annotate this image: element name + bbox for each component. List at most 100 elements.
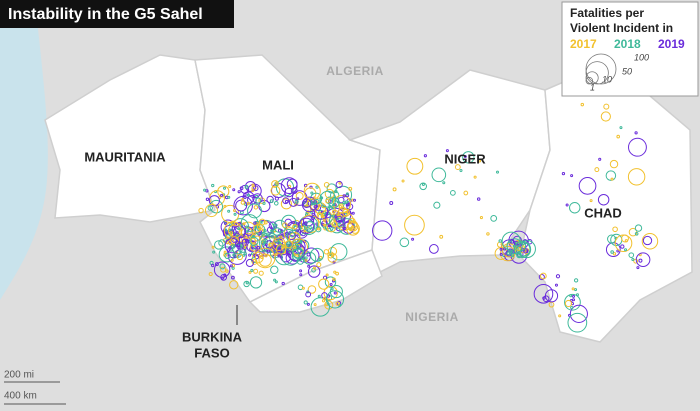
incident-marker [245,225,249,229]
incident-marker [249,246,254,252]
incident-marker [223,204,227,208]
incident-marker [291,220,296,225]
incident-marker [636,266,640,270]
country-label: BURKINA [182,329,243,344]
incident-marker [232,208,236,212]
incident-marker [306,302,310,306]
incident-marker [324,276,337,288]
incident-marker [638,258,643,263]
incident-marker [633,258,639,264]
incident-marker [245,281,249,285]
incident-marker [284,218,293,227]
incident-marker [274,196,279,201]
incident-marker [641,233,659,250]
incident-marker [203,188,207,192]
incident-marker [642,235,653,246]
incident-marker [256,245,261,250]
incident-marker [597,194,610,206]
incident-marker [555,274,561,279]
incident-marker [335,215,343,223]
incident-marker [242,253,246,257]
legend-size-label: 10 [602,74,612,84]
incident-marker [624,248,628,252]
incident-marker [627,168,646,186]
incident-marker [262,201,266,205]
incident-marker [303,221,308,225]
incident-marker [575,293,579,297]
incident-marker [431,167,447,183]
incident-marker [228,185,232,189]
incident-marker [248,253,252,257]
incident-marker [473,175,477,179]
incident-marker [301,196,318,213]
incident-marker [580,102,585,107]
incident-marker [567,312,588,333]
incident-marker [578,177,597,195]
incident-marker [523,248,529,254]
incident-marker [310,297,330,317]
incident-marker [610,177,614,181]
incident-marker [253,224,262,233]
incident-marker [232,188,236,192]
incident-marker [501,243,517,258]
incident-marker [317,257,321,261]
incident-marker [335,301,340,306]
incident-marker [266,195,274,204]
incident-marker [310,202,314,206]
incident-marker [479,216,483,220]
incident-marker [318,278,330,290]
incident-marker [619,126,623,130]
incident-marker [331,221,338,228]
incident-marker [253,221,257,225]
incident-marker [246,193,250,197]
incident-marker [264,254,268,258]
incident-marker [335,271,339,276]
incident-marker [332,203,336,207]
country-label: ALGERIA [326,64,384,78]
incident-marker [307,285,317,294]
incident-marker [270,229,274,233]
incident-marker [242,222,246,226]
incident-marker [244,238,248,242]
incident-marker [516,246,521,252]
incident-marker [322,218,326,222]
incident-marker [282,222,288,228]
incident-marker [564,293,581,311]
incident-marker [214,262,219,267]
incident-marker [331,209,336,214]
incident-marker [486,232,490,236]
incident-marker [574,288,578,292]
incident-marker [237,190,241,194]
incident-marker [476,197,481,201]
incident-marker [295,192,304,201]
ocean [0,0,48,300]
incident-marker [281,214,297,231]
incident-marker [274,252,278,256]
incident-marker [506,251,511,256]
g5-countries [44,54,693,343]
incident-marker [244,185,249,189]
incident-marker [321,299,326,303]
incident-marker [236,253,244,261]
incident-marker [234,241,241,247]
incident-marker [392,187,397,192]
incident-marker [293,245,297,249]
incident-marker [221,276,225,280]
incident-marker [634,224,643,232]
incident-marker [296,257,305,265]
incident-marker [463,190,469,196]
legend-size-label: 50 [622,66,632,76]
legend-size-label: 1 [590,82,595,92]
incident-marker [478,159,482,163]
incident-marker [301,286,305,290]
legend-size-label: 100 [634,52,649,62]
incident-marker [273,219,287,233]
incident-marker [419,182,428,191]
incident-marker [335,180,343,189]
country-label: CHAD [584,205,622,220]
incident-marker [314,205,329,220]
incident-marker [332,277,336,281]
incident-marker [247,203,262,219]
incident-marker [263,220,268,225]
